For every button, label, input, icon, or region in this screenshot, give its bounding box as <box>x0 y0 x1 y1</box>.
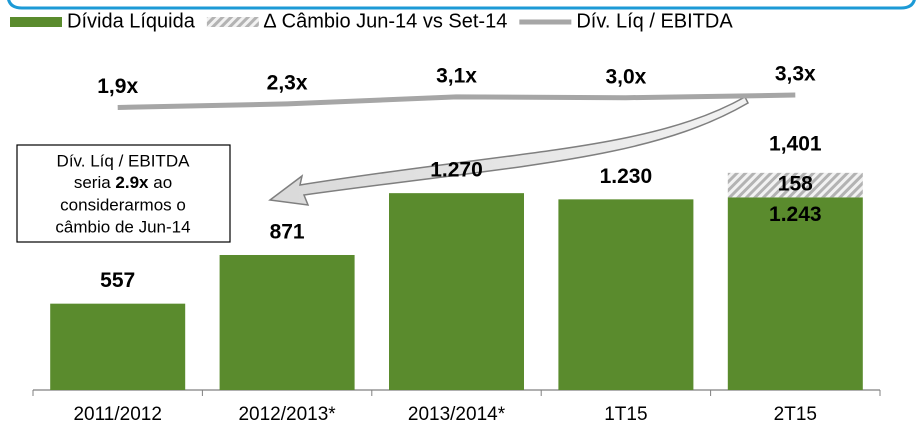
note-line: seria 2.9x ao <box>74 173 172 192</box>
plot-area: 2011/2012 2012/2013* 2013/2014* 1T15 2T15 557… <box>32 63 881 425</box>
x-tick-label: 2012/2013* <box>238 404 336 425</box>
ratio-label: 3,0x <box>605 65 646 88</box>
note-arrow <box>268 95 749 206</box>
ratio-label: 1,9x <box>97 75 138 98</box>
note-text: ao <box>153 173 172 192</box>
ratio-label: 2,3x <box>267 71 308 94</box>
x-tick-label: 2011/2012 <box>73 404 161 425</box>
bar <box>219 254 355 390</box>
bar <box>727 172 863 198</box>
note-text: seria <box>74 173 111 192</box>
bar <box>389 193 524 390</box>
value-label: 557 <box>100 269 135 292</box>
total-label: 1,401 <box>769 132 822 155</box>
legend-label: Dív. Líq / EBITDA <box>576 10 733 32</box>
x-tick-label: 1T15 <box>604 404 647 425</box>
legend-label: Dívida Líquida <box>67 10 196 32</box>
value-label: 1.230 <box>600 165 653 188</box>
value-label: 158 <box>778 173 813 196</box>
legend-swatch <box>10 17 62 27</box>
note-emphasis: 2.9x <box>115 173 149 192</box>
x-tick-label: 2T15 <box>774 404 817 425</box>
legend-swatch <box>206 17 259 27</box>
ratio-label: 3,1x <box>436 64 477 87</box>
ratio-label: 3,3x <box>775 63 816 86</box>
legend-label: ∆ Câmbio Jun-14 vs Set-14 <box>264 10 507 32</box>
value-label: 871 <box>270 221 305 244</box>
note-box <box>16 144 231 243</box>
note-line: Dív. Líq / EBITDA <box>57 151 191 170</box>
ratio-line <box>117 92 796 110</box>
value-label: 1.243 <box>769 203 822 226</box>
note-line: câmbio de Jun-14 <box>55 217 190 236</box>
x-tick-label: 2013/2014* <box>408 404 506 425</box>
bar <box>558 199 694 390</box>
note-line: considerarmos o <box>60 195 186 214</box>
legend: Dívida Líquida ∆ Câmbio Jun-14 vs Set-14 D… <box>10 10 733 32</box>
header-band <box>7 0 916 10</box>
bar <box>727 197 863 390</box>
bar <box>50 303 186 390</box>
value-label: 1.270 <box>430 159 483 182</box>
